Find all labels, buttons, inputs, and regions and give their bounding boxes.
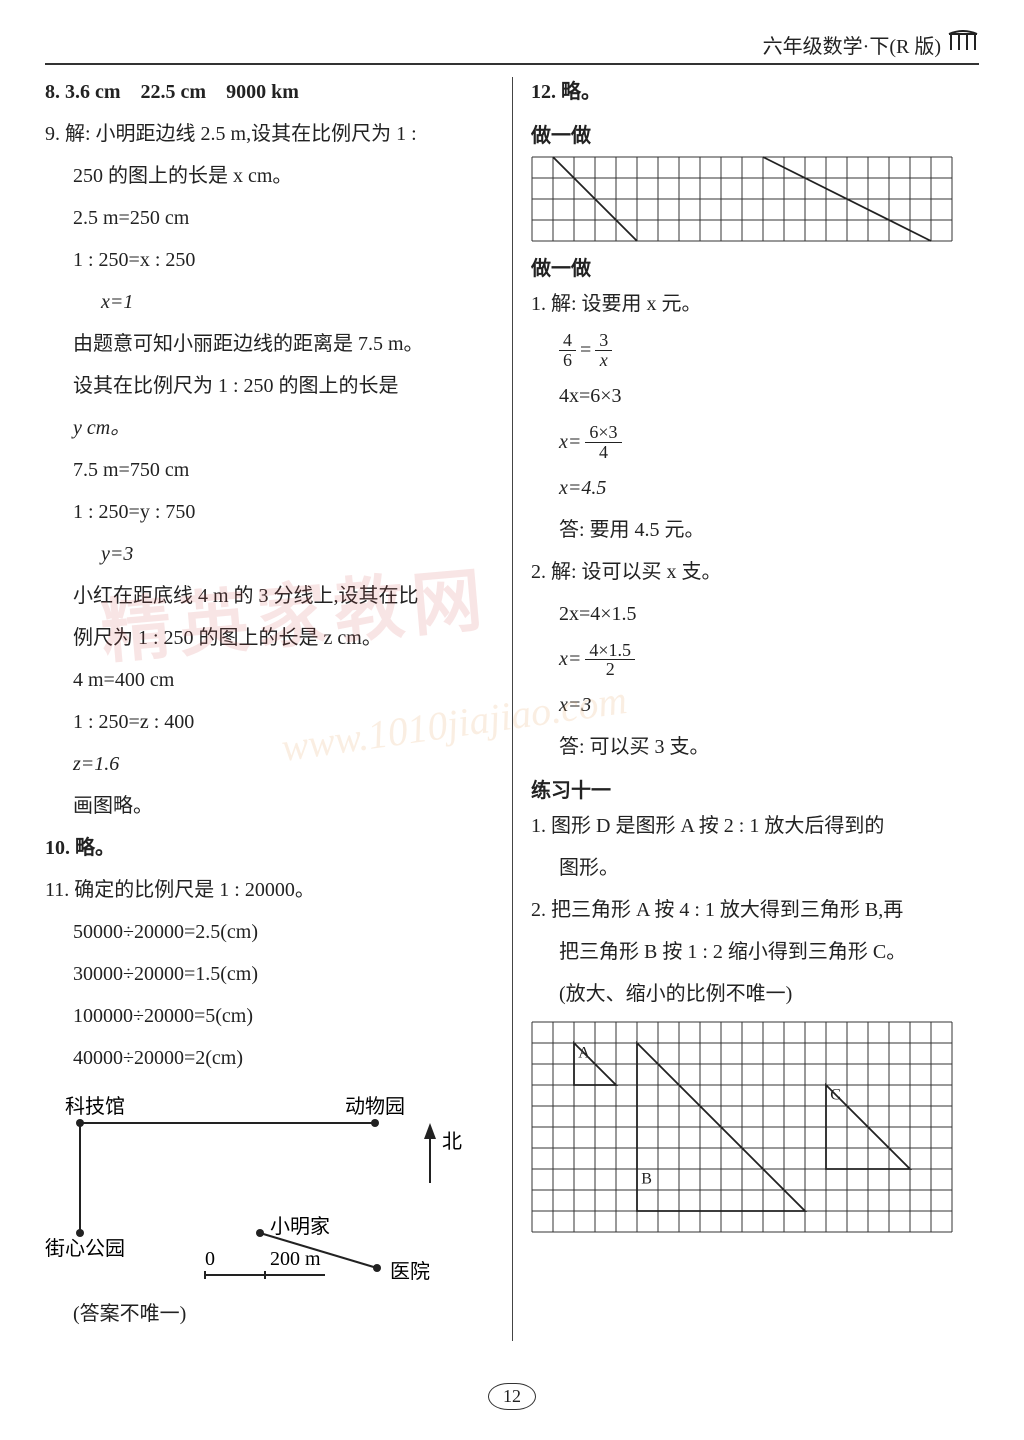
p2-line: 答: 可以买 3 支。: [531, 732, 979, 763]
right-column: 12. 略。 做一做 做一做 1. 解: 设要用 x 元。 46 = 3x 4x…: [512, 77, 979, 1341]
q11-line: 100000÷20000=5(cm): [45, 1001, 494, 1032]
page-number-wrap: 12: [0, 1383, 1024, 1410]
scale-label: 200 m: [270, 1248, 321, 1270]
q12: 12. 略。: [531, 77, 979, 108]
ex1-line: 图形。: [531, 853, 979, 884]
p2-line: x=3: [531, 690, 979, 721]
q9-line: 例尺为 1 : 250 的图上的长是 z cm。: [45, 623, 494, 654]
map-label: 北: [442, 1130, 462, 1153]
q9-line: 1 : 250=y : 750: [45, 497, 494, 528]
scale-label: 0: [205, 1248, 215, 1270]
p1-line: x= 6×34: [531, 423, 979, 462]
section-title: 做一做: [531, 119, 979, 148]
q10: 10. 略。: [45, 833, 494, 864]
q9-line: 画图略。: [45, 791, 494, 822]
q9-line: 1 : 250=x : 250: [45, 245, 494, 276]
svg-text:A: A: [578, 1045, 590, 1062]
header-title: 六年级数学·下(R 版): [763, 30, 941, 59]
section-title: 练习十一: [531, 774, 979, 803]
ex2-line: (放大、缩小的比例不唯一): [531, 979, 979, 1010]
map-label: 动物园: [345, 1095, 405, 1118]
q9-line: y=3: [45, 539, 494, 570]
q9-line: 7.5 m=750 cm: [45, 455, 494, 486]
grid-diagram-2: A B C: [531, 1021, 953, 1233]
q8: 8. 3.6 cm 22.5 cm 9000 km: [45, 77, 494, 108]
gate-icon: [947, 30, 979, 50]
map-label: 街心公园: [45, 1237, 125, 1260]
map-label: 科技馆: [65, 1095, 125, 1118]
ex1-line: 1. 图形 D 是图形 A 按 2 : 1 放大后得到的: [531, 811, 979, 842]
q11-line: 40000÷20000=2(cm): [45, 1043, 494, 1074]
section-title: 做一做: [531, 252, 979, 281]
q9-line: 小红在距底线 4 m 的 3 分线上,设其在比: [45, 581, 494, 612]
map-label: 医院: [390, 1260, 430, 1283]
q11-line: 11. 确定的比例尺是 1 : 20000。: [45, 875, 494, 906]
q9-line: 4 m=400 cm: [45, 665, 494, 696]
q9-line: x=1: [45, 287, 494, 318]
p2-line: x= 4×1.52: [531, 641, 979, 680]
page-header: 六年级数学·下(R 版): [45, 30, 979, 65]
ex2-line: 2. 把三角形 A 按 4 : 1 放大得到三角形 B,再: [531, 895, 979, 926]
svg-text:B: B: [641, 1171, 652, 1188]
left-column: 8. 3.6 cm 22.5 cm 9000 km 9. 解: 小明距边线 2.…: [45, 77, 512, 1341]
page-number: 12: [488, 1383, 536, 1410]
q11-line: 50000÷20000=2.5(cm): [45, 917, 494, 948]
q9-line: 9. 解: 小明距边线 2.5 m,设其在比例尺为 1 :: [45, 119, 494, 150]
p2-line: 2. 解: 设可以买 x 支。: [531, 557, 979, 588]
ex2-line: 把三角形 B 按 1 : 2 缩小得到三角形 C。: [531, 937, 979, 968]
q9-line: y cm。: [45, 413, 494, 444]
p1-line: x=4.5: [531, 473, 979, 504]
q9-line: 1 : 250=z : 400: [45, 707, 494, 738]
q9-line: 由题意可知小丽距边线的距离是 7.5 m。: [45, 329, 494, 360]
p1-line: 4x=6×3: [531, 381, 979, 412]
q9-line: 2.5 m=250 cm: [45, 203, 494, 234]
map-diagram: 科技馆 动物园 街心公园 小明家 医院 北 0 200 m: [45, 1093, 485, 1293]
svg-text:C: C: [830, 1087, 841, 1104]
q9-line: z=1.6: [45, 749, 494, 780]
grid-diagram-1: [531, 156, 953, 242]
map-label: 小明家: [270, 1215, 330, 1238]
q9-line: 250 的图上的长是 x cm。: [45, 161, 494, 192]
q11-line: 30000÷20000=1.5(cm): [45, 959, 494, 990]
p1-fraction: 46 = 3x: [531, 331, 979, 370]
q9-line: 设其在比例尺为 1 : 250 的图上的长是: [45, 371, 494, 402]
p1-line: 答: 要用 4.5 元。: [531, 515, 979, 546]
q11-note: (答案不唯一): [45, 1299, 494, 1330]
p2-line: 2x=4×1.5: [531, 599, 979, 630]
p1-line: 1. 解: 设要用 x 元。: [531, 289, 979, 320]
